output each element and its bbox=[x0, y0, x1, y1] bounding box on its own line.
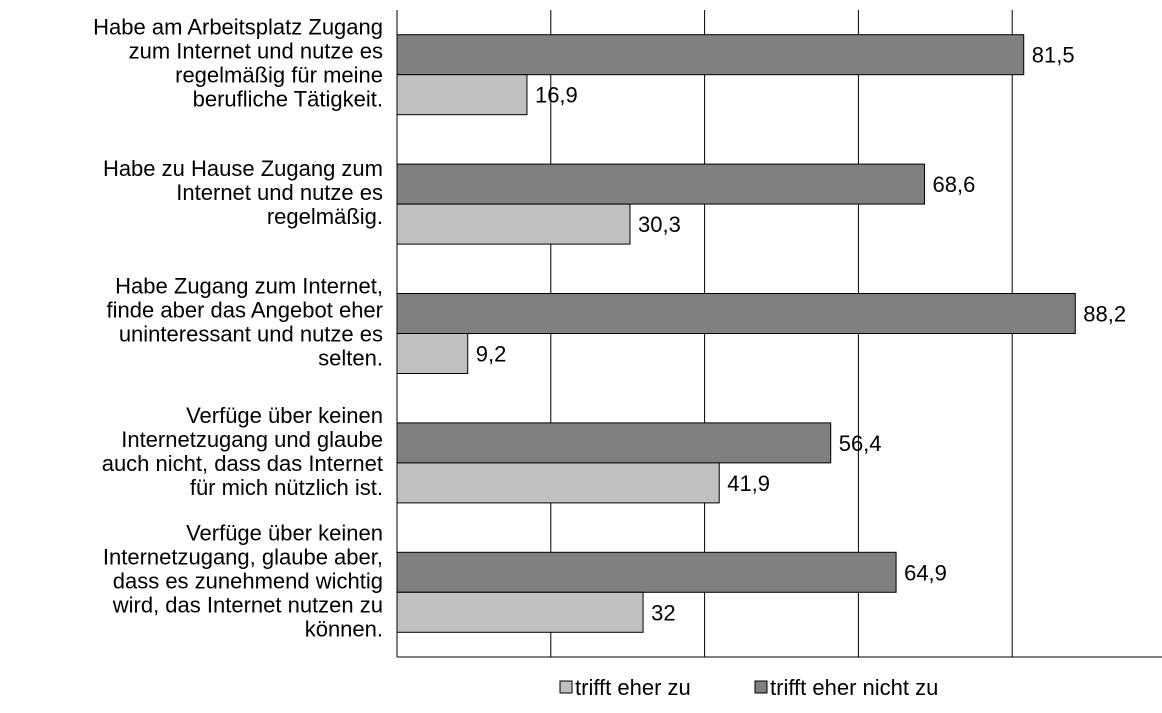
value-label: 64,9 bbox=[904, 560, 947, 585]
value-label: 30,3 bbox=[638, 212, 681, 237]
value-label: 56,4 bbox=[839, 431, 882, 456]
category-label: Verfüge über keinen Internetzugang, glaub… bbox=[103, 520, 383, 641]
value-label: 16,9 bbox=[535, 83, 578, 108]
bar bbox=[396, 293, 1076, 334]
bar bbox=[396, 551, 897, 593]
bar bbox=[396, 422, 832, 464]
legend-swatch bbox=[559, 680, 573, 694]
bar bbox=[396, 333, 469, 374]
bar bbox=[396, 34, 1025, 76]
value-label: 32 bbox=[651, 600, 675, 625]
category-label: Habe zu Hause Zugang zum Internet und nut… bbox=[103, 156, 383, 229]
legend-label: trifft eher nicht zu bbox=[770, 675, 938, 700]
category-label: Verfüge über keinen Internetzugang und gl… bbox=[102, 403, 383, 500]
value-label: 68,6 bbox=[933, 172, 976, 197]
value-label: 81,5 bbox=[1032, 43, 1075, 68]
category-label: Habe Zugang zum Internet, finde aber das … bbox=[107, 274, 383, 371]
bar bbox=[396, 163, 926, 205]
bar bbox=[396, 591, 644, 633]
value-label: 41,9 bbox=[727, 471, 770, 496]
legend-label: trifft eher zu bbox=[575, 675, 691, 700]
value-label: 9,2 bbox=[476, 342, 507, 367]
legend-swatch bbox=[754, 680, 768, 694]
value-label: 88,2 bbox=[1083, 302, 1126, 327]
bar bbox=[396, 203, 631, 245]
bar bbox=[396, 462, 720, 504]
category-label: Habe am Arbeitsplatz Zugang zum Internet … bbox=[93, 15, 383, 112]
bar bbox=[396, 74, 528, 116]
